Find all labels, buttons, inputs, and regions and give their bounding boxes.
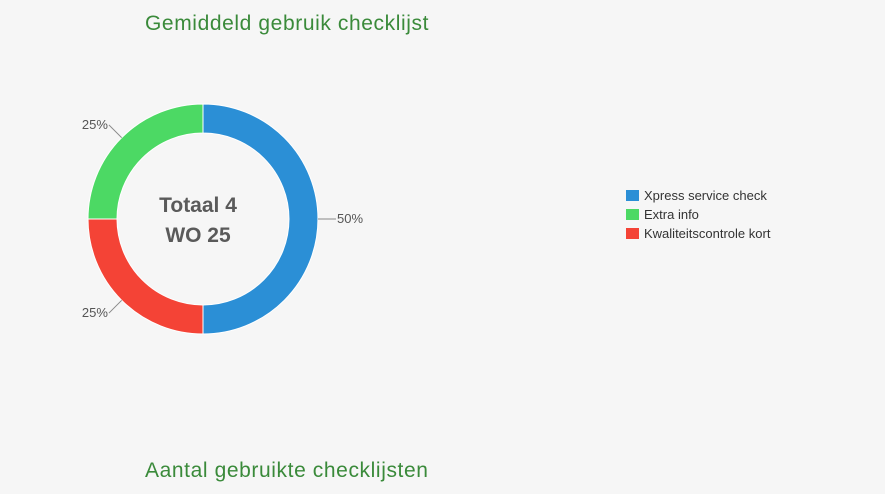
legend-swatch — [626, 228, 639, 239]
section-title-used-checklists: Aantal gebruikte checklijsten — [145, 459, 429, 482]
legend-item-1[interactable]: Extra info — [626, 205, 770, 224]
leader-line-1 — [108, 299, 123, 314]
donut-center-text-1: WO 25 — [165, 224, 231, 247]
donut-center-text-0: Totaal 4 — [159, 194, 237, 217]
chart-title: Gemiddeld gebruik checklijst — [145, 12, 430, 35]
donut-slice-2[interactable] — [87, 103, 204, 220]
leader-line-2 — [108, 124, 123, 139]
slice-percent-label-0: 50% — [337, 211, 363, 226]
chart-legend: Xpress service check Extra info Kwaliteits… — [626, 186, 770, 243]
legend-swatch — [626, 209, 639, 220]
legend-swatch — [626, 190, 639, 201]
donut-slice-0[interactable] — [202, 103, 319, 335]
legend-label: Xpress service check — [644, 188, 767, 203]
legend-label: Extra info — [644, 207, 699, 222]
slice-percent-label-1: 25% — [82, 305, 108, 320]
legend-label: Kwaliteitscontrole kort — [644, 226, 771, 241]
slice-percent-label-2: 25% — [82, 117, 108, 132]
legend-item-0[interactable]: Xpress service check — [626, 186, 770, 205]
legend-item-2[interactable]: Kwaliteitscontrole kort — [626, 224, 770, 243]
